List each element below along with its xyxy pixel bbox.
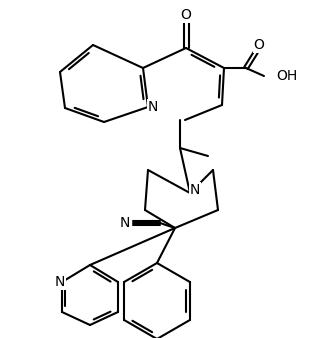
Text: O: O <box>254 38 264 52</box>
Text: O: O <box>181 8 192 22</box>
Text: N: N <box>120 216 130 230</box>
Text: OH: OH <box>276 69 297 83</box>
Text: N: N <box>190 183 200 197</box>
Text: N: N <box>148 100 158 114</box>
Text: N: N <box>55 275 65 289</box>
